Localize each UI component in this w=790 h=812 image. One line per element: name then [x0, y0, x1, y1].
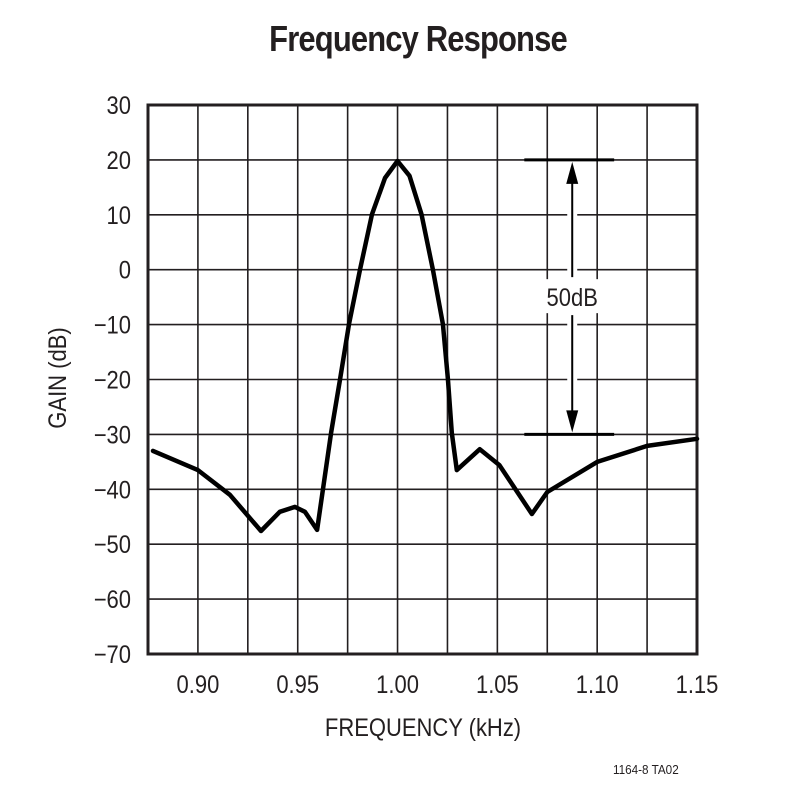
x-tick-label: 0.95 — [276, 671, 319, 699]
y-tick-label: −40 — [94, 476, 131, 504]
x-tick-label: 1.10 — [576, 671, 619, 699]
y-tick-label: −20 — [94, 366, 131, 394]
y-tick-label: 0 — [119, 256, 131, 284]
arrow-up-icon — [566, 161, 579, 184]
y-tick-label: 20 — [107, 147, 131, 175]
figure-code: 1164-8 TA02 — [613, 762, 679, 777]
x-tick-label: 1.05 — [476, 671, 519, 699]
grid-lines — [148, 104, 697, 655]
gain-curve — [150, 158, 700, 534]
y-tick-label: −10 — [94, 311, 131, 339]
annotation-label: 50dB — [547, 284, 598, 312]
x-tick-label: 0.90 — [177, 671, 220, 699]
arrow-down-icon — [566, 410, 579, 433]
y-tick-label: 10 — [107, 202, 131, 230]
x-axis-ticks: 0.90 0.95 1.00 1.05 1.10 1.15 — [177, 671, 719, 699]
x-tick-label: 1.15 — [676, 671, 719, 699]
y-tick-label: −60 — [94, 586, 131, 614]
y-tick-label: −50 — [94, 531, 131, 559]
y-tick-label: −70 — [94, 641, 131, 669]
x-tick-label: 1.00 — [376, 671, 419, 699]
plot-frame — [146, 103, 699, 656]
y-axis-label: GAIN (dB) — [44, 327, 72, 428]
chart-title: Frequency Response — [269, 18, 568, 59]
y-tick-label: 30 — [107, 92, 131, 120]
y-tick-label: −30 — [94, 421, 131, 449]
x-axis-label: FREQUENCY (kHz) — [325, 714, 521, 742]
annotation-50db: 50dB — [524, 158, 615, 436]
y-axis-ticks: 30 20 10 0 −10 −20 −30 −40 −50 −60 −70 — [94, 92, 131, 669]
